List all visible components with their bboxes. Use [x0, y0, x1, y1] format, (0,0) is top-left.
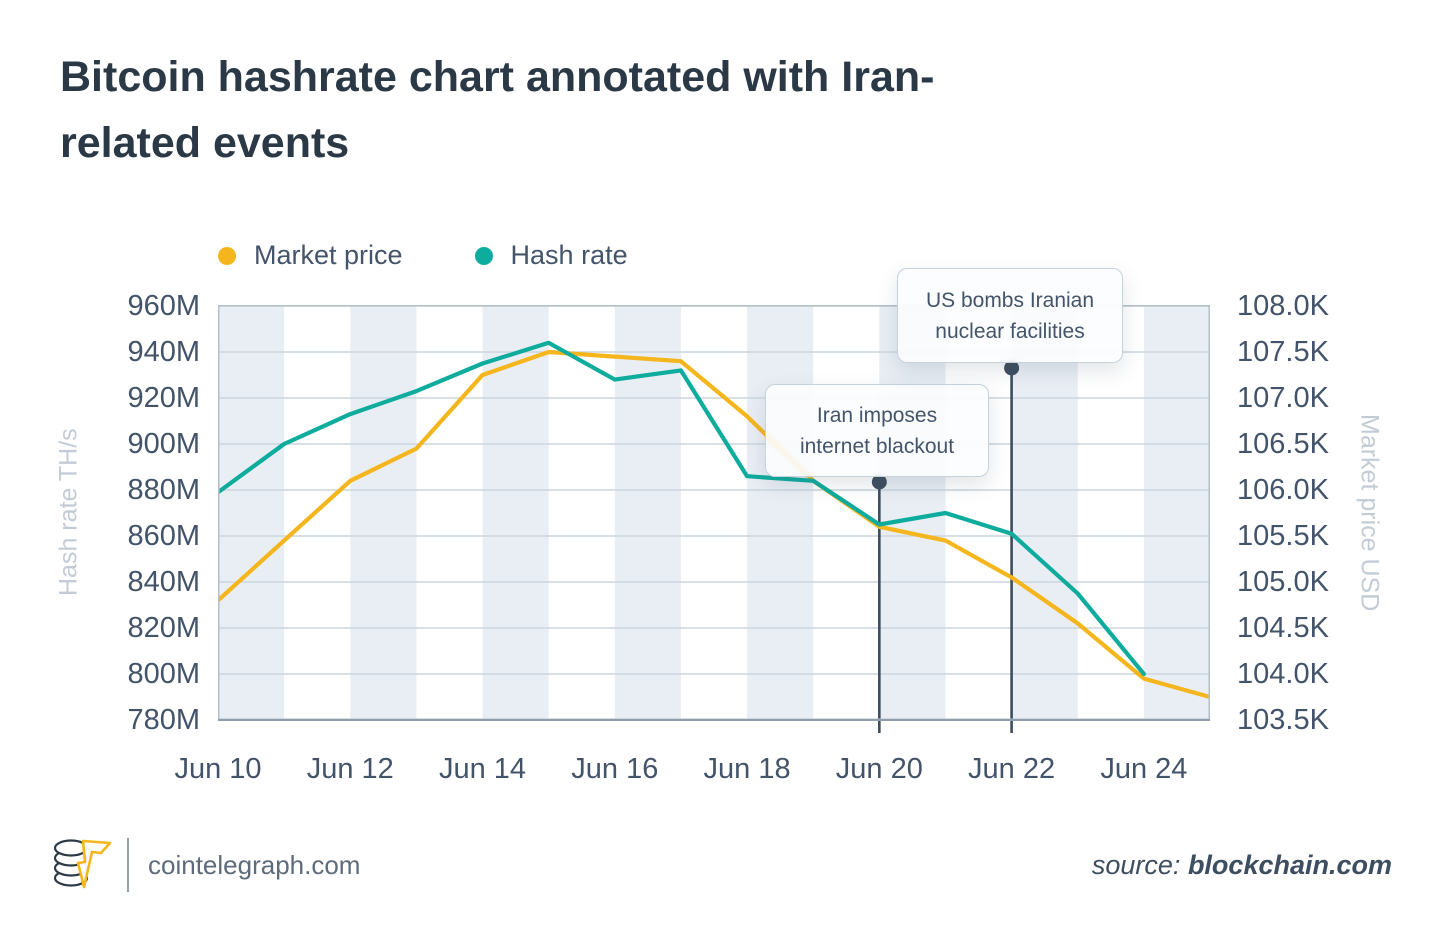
annotation-iran-blackout: Iran imposes internet blackout	[765, 384, 989, 477]
y-axis-tick-left: 840M	[127, 566, 200, 598]
y-axis-tick-left: 940M	[127, 336, 200, 368]
y-axis-tick-left: 860M	[127, 520, 200, 552]
y-axis-tick-left: 960M	[127, 290, 200, 322]
y-axis-tick-right: 103.5K	[1237, 704, 1329, 736]
hash-rate-dot-icon	[474, 246, 493, 265]
stripe-band	[350, 306, 417, 720]
annotation-us-bombs: US bombs Iranian nuclear facilities	[897, 268, 1123, 363]
x-axis-tick: Jun 16	[571, 753, 659, 785]
hash-rate-line	[218, 340, 1147, 677]
x-axis-tick: Jun 20	[835, 753, 923, 785]
x-axis-tick: Jun 10	[174, 753, 262, 785]
market-price-line	[218, 349, 1210, 700]
legend-item-hash-rate: Hash rate	[474, 240, 628, 271]
x-axis-tick: Jun 24	[1100, 753, 1188, 785]
annotation-dot	[871, 474, 887, 490]
chart-legend: Market price Hash rate	[218, 240, 628, 271]
chart-plot	[218, 305, 1210, 733]
x-axis-tick: Jun 18	[703, 753, 791, 785]
y-axis-tick-right: 104.5K	[1237, 612, 1329, 644]
legend-label-market-price: Market price	[254, 240, 403, 270]
page-title: Bitcoin hashrate chart annotated with Ir…	[60, 53, 935, 167]
left-axis-title: Hash rate TH/s	[54, 428, 83, 597]
y-axis-tick-right: 106.0K	[1237, 474, 1329, 506]
annotation-dot	[1004, 360, 1020, 376]
y-axis-tick-left: 820M	[127, 612, 200, 644]
stripe-band	[1011, 306, 1078, 720]
y-axis-tick-left: 900M	[127, 428, 200, 460]
right-axis-title: Market price USD	[1355, 413, 1384, 612]
footer-source-text: source: blockchain.com	[1092, 850, 1392, 881]
stripe-band	[218, 306, 285, 720]
y-axis-tick-left: 800M	[127, 658, 200, 690]
source-value: blockchain.com	[1187, 850, 1392, 880]
legend-label-hash-rate: Hash rate	[510, 240, 628, 270]
stripe-band	[482, 306, 549, 720]
x-axis-tick: Jun 22	[968, 753, 1056, 785]
footer-divider	[127, 838, 129, 892]
footer-site-text: cointelegraph.com	[148, 850, 361, 880]
y-axis-tick-right: 107.5K	[1237, 336, 1329, 368]
y-axis-tick-left: 880M	[127, 474, 200, 506]
x-axis-tick: Jun 14	[438, 753, 527, 785]
market-price-dot-icon	[218, 246, 236, 265]
stripe-band	[747, 306, 814, 720]
cointelegraph-logo-icon	[53, 839, 112, 889]
y-axis-tick-right: 104.0K	[1237, 658, 1329, 690]
y-axis-tick-right: 105.5K	[1237, 520, 1329, 552]
y-axis-tick-right: 106.5K	[1237, 428, 1329, 460]
y-axis-tick-right: 105.0K	[1237, 566, 1329, 598]
y-axis-tick-left: 920M	[127, 382, 200, 414]
y-axis-tick-right: 107.0K	[1237, 382, 1329, 414]
source-label: source:	[1091, 850, 1181, 880]
y-axis-tick-left: 780M	[127, 704, 200, 736]
stripe-band	[1143, 306, 1210, 720]
stripe-band	[614, 306, 681, 720]
legend-item-market-price: Market price	[218, 240, 403, 271]
y-axis-tick-right: 108.0K	[1237, 290, 1329, 322]
x-axis-tick: Jun 12	[306, 753, 394, 785]
